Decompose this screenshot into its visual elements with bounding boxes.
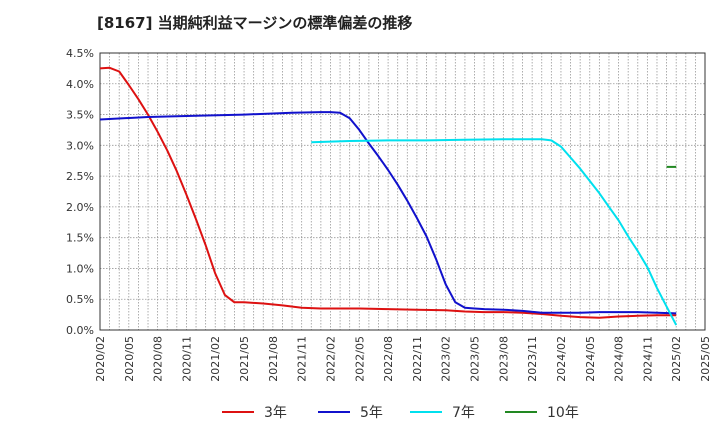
x-tick-label: 2023/05 bbox=[469, 336, 482, 382]
x-tick-label: 2020/05 bbox=[123, 336, 136, 382]
x-tick-label: 2022/02 bbox=[324, 336, 337, 382]
y-tick-label: 1.0% bbox=[66, 262, 94, 275]
x-tick-label: 2022/11 bbox=[411, 336, 424, 382]
x-tick-label: 2021/05 bbox=[238, 336, 251, 382]
x-tick-label: 2022/05 bbox=[353, 336, 366, 382]
x-tick-label: 2021/08 bbox=[267, 336, 280, 382]
y-tick-label: 4.0% bbox=[66, 78, 94, 91]
x-tick-label: 2023/11 bbox=[526, 336, 539, 382]
x-tick-label: 2021/11 bbox=[296, 336, 309, 382]
y-tick-label: 1.5% bbox=[66, 232, 94, 245]
y-tick-label: 3.5% bbox=[66, 109, 94, 122]
x-tick-label: 2025/02 bbox=[670, 336, 683, 382]
x-tick-label: 2024/02 bbox=[555, 336, 568, 382]
x-tick-label: 2020/11 bbox=[180, 336, 193, 382]
y-tick-label: 0.5% bbox=[66, 293, 94, 306]
chart-title: [8167] 当期純利益マージンの標準偏差の推移 bbox=[97, 14, 413, 32]
legend-label-2: 5年 bbox=[360, 405, 383, 421]
y-tick-label: 2.5% bbox=[66, 170, 94, 183]
series-line-3 bbox=[311, 138, 678, 326]
x-tick-label: 2024/08 bbox=[613, 336, 626, 382]
legend-label-1: 3年 bbox=[264, 405, 287, 421]
x-tick-label: 2020/08 bbox=[152, 336, 165, 382]
y-tick-label: 4.5% bbox=[66, 47, 94, 60]
x-tick-label: 2024/11 bbox=[641, 336, 654, 382]
x-tick-label: 2023/08 bbox=[497, 336, 510, 382]
series-line-1 bbox=[99, 66, 677, 319]
legend-label-3: 7年 bbox=[452, 405, 475, 421]
plot-frame bbox=[99, 52, 706, 331]
y-tick-label: 3.0% bbox=[66, 139, 94, 152]
y-tick-label: 2.0% bbox=[66, 201, 94, 214]
legend-label-4: 10年 bbox=[547, 405, 579, 421]
x-tick-label: 2022/08 bbox=[382, 336, 395, 382]
x-tick-label: 2025/05 bbox=[699, 336, 712, 382]
series-line-2 bbox=[99, 111, 677, 315]
x-tick-label: 2023/02 bbox=[440, 336, 453, 382]
x-tick-label: 2020/02 bbox=[94, 336, 107, 382]
y-tick-label: 0.0% bbox=[66, 324, 94, 337]
x-tick-label: 2021/02 bbox=[209, 336, 222, 382]
x-tick-label: 2024/05 bbox=[584, 336, 597, 382]
